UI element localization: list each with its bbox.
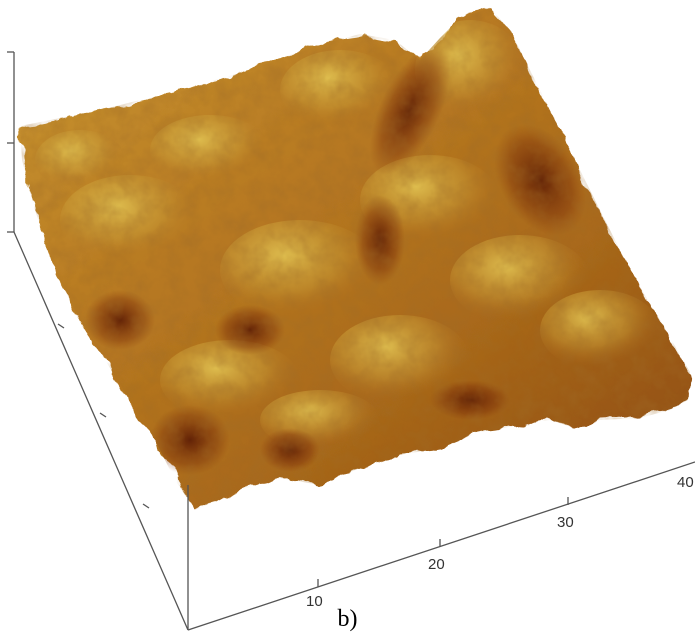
x-tick-label-20: 20	[428, 556, 445, 573]
x-axis-tick-labels: 10 20 30 40	[306, 474, 694, 610]
x-tick-label-40: 40	[677, 474, 694, 491]
x-axis	[187, 461, 695, 631]
surface-topography	[20, 8, 690, 510]
y-axis	[13, 231, 189, 631]
figure-caption: b)	[337, 606, 358, 632]
z-axis	[7, 51, 15, 233]
x-tick-label-30: 30	[557, 514, 574, 531]
x-tick-label-10: 10	[306, 593, 323, 610]
